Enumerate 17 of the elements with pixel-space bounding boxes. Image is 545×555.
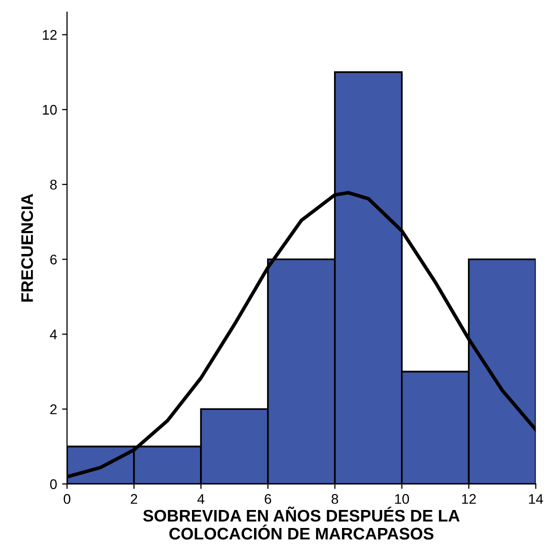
- x-tick-label: 2: [130, 494, 138, 504]
- x-tick-label: 14: [529, 494, 544, 504]
- x-tick-label: 6: [264, 494, 272, 504]
- x-tick-label: 12: [462, 494, 476, 504]
- x-tick-label: 8: [332, 494, 338, 504]
- y-tick-label: 10: [42, 104, 57, 115]
- y-axis-title: FRECUENCIA: [21, 194, 34, 302]
- y-tick-label: 0: [50, 479, 57, 490]
- x-tick-label: 0: [64, 494, 70, 504]
- y-tick-label: 12: [42, 30, 57, 40]
- y-tick-label: 4: [50, 330, 57, 340]
- y-tick-label: 2: [50, 404, 57, 414]
- x-tick-label: 10: [395, 494, 410, 504]
- y-tick-label: 6: [50, 254, 57, 264]
- y-tick-label: 8: [50, 180, 57, 190]
- x-tick-label: 4: [197, 494, 204, 504]
- x-axis-title: SOBREVIDA EN AÑOS DESPUÉS DE LA COLOCACIÓN DE MARCAPASOS: [143, 506, 460, 540]
